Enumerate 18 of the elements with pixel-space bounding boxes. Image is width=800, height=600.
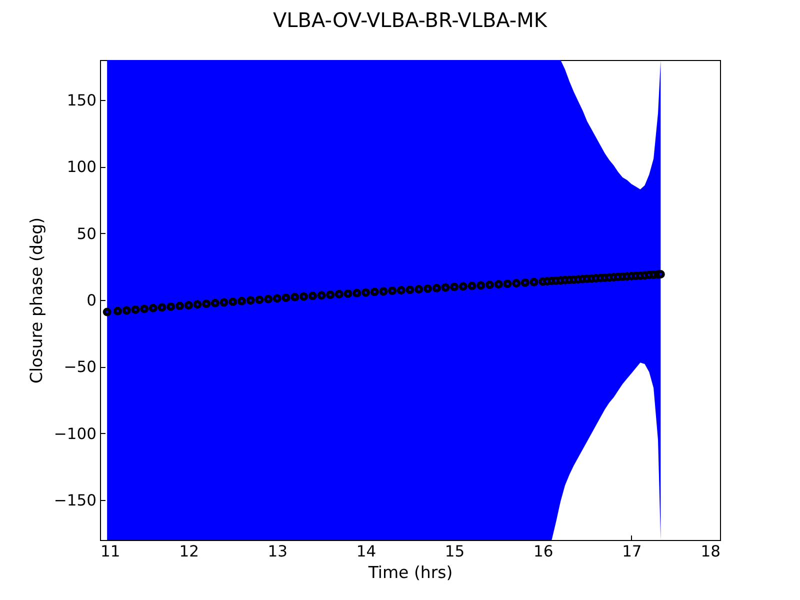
x-tick-label: 15 — [444, 542, 465, 560]
x-tick-label: 16 — [533, 542, 554, 560]
y-tick-label: −100 — [54, 424, 96, 443]
x-tick-label: 13 — [268, 542, 288, 560]
y-tick-label: 50 — [76, 224, 96, 243]
x-tick-label: 11 — [100, 542, 120, 560]
chart-title: VLBA-OV-VLBA-BR-VLBA-MK — [272, 8, 548, 32]
x-tick-label: 17 — [622, 542, 642, 560]
x-tick-label: 18 — [700, 542, 720, 560]
x-tick-label: 12 — [179, 542, 199, 560]
y-tick-label: −50 — [64, 358, 96, 376]
y-axis-title: Closure phase (deg) — [26, 217, 46, 384]
y-tick-label: −150 — [54, 492, 96, 510]
y-tick-label: 100 — [66, 158, 96, 176]
y-tick-label: 0 — [86, 292, 96, 310]
x-axis-title: Time (hrs) — [367, 563, 453, 582]
x-tick-label: 14 — [356, 542, 376, 560]
y-tick-label: 150 — [66, 92, 96, 110]
